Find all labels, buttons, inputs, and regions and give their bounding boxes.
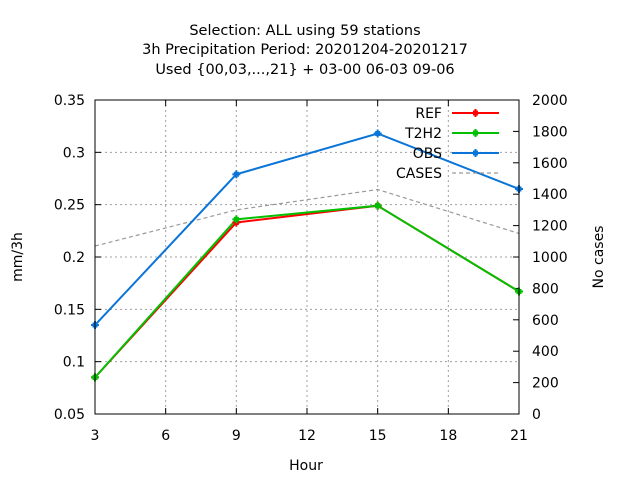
y-tick-label-0.35: 0.35 <box>54 93 85 109</box>
y2-tick-label-1800: 1800 <box>532 124 568 140</box>
x-tick-label-18: 18 <box>439 428 457 444</box>
series-lines <box>94 132 520 379</box>
plot-frame <box>94 99 520 415</box>
x-tick-label-21: 21 <box>510 428 528 444</box>
legend-item-t2h2: T2H2 <box>404 126 499 142</box>
point-t2h2-9 <box>232 215 241 224</box>
legend-label-t2h2: T2H2 <box>404 126 442 142</box>
legend-item-obs: OBS <box>413 146 499 162</box>
x-axis-label: Hour <box>289 458 323 474</box>
x-tick-label-9: 9 <box>232 428 241 444</box>
y2-tick-label-200: 200 <box>532 376 559 392</box>
x-tick-label-12: 12 <box>298 428 316 444</box>
x-tick-label-15: 15 <box>369 428 387 444</box>
title-line-3: Used {00,03,...,21} + 03-00 06-03 09-06 <box>155 62 454 78</box>
y2-tick-label-800: 800 <box>532 281 559 297</box>
y-tick-label-0.25: 0.25 <box>54 198 85 214</box>
y2-tick-label-0: 0 <box>532 407 541 423</box>
grid <box>95 100 519 414</box>
x-tick-label-6: 6 <box>161 428 170 444</box>
y-tick-label-0.15: 0.15 <box>54 302 85 318</box>
y-tick-label-0.1: 0.1 <box>63 355 85 371</box>
y-tick-label-0.2: 0.2 <box>63 250 85 266</box>
y2-tick-label-600: 600 <box>532 313 559 329</box>
point-obs-9 <box>232 170 241 179</box>
legend: REF T2H2 OBS CASES <box>396 106 499 182</box>
legend-item-cases: CASES <box>396 166 499 182</box>
y2-tick-label-2000: 2000 <box>532 93 568 109</box>
y2-tick-label-1400: 1400 <box>532 187 568 203</box>
y2-tick-label-1200: 1200 <box>532 219 568 235</box>
series-line-cases <box>94 188 520 247</box>
chart-title: Selection: ALL using 59 stations 3h Prec… <box>142 23 468 78</box>
legend-label-ref: REF <box>415 106 442 122</box>
series-line-obs <box>94 132 520 326</box>
point-obs-15 <box>373 129 382 138</box>
y2-axis-label: No cases <box>591 226 607 289</box>
legend-item-ref: REF <box>415 106 499 122</box>
y2-tick-label-400: 400 <box>532 344 559 360</box>
tick-labels: 3 6 9 12 15 18 21 0.05 0.1 0.15 0.2 0.25 0.3 0.35 0 200… <box>54 93 568 444</box>
y2-tick-label-1000: 1000 <box>532 250 568 266</box>
y-tick-label-0.3: 0.3 <box>63 145 85 161</box>
y-axis-label: mm/3h <box>10 232 26 282</box>
y-tick-label-0.05: 0.05 <box>54 407 85 423</box>
y2-tick-label-1600: 1600 <box>532 156 568 172</box>
title-line-1: Selection: ALL using 59 stations <box>189 23 420 39</box>
x-tick-label-3: 3 <box>91 428 100 444</box>
legend-label-obs: OBS <box>413 146 442 162</box>
title-line-2: 3h Precipitation Period: 20201204-202012… <box>142 42 468 58</box>
series-line-t2h2 <box>94 204 520 379</box>
legend-label-cases: CASES <box>396 166 442 182</box>
point-t2h2-15 <box>373 201 382 210</box>
